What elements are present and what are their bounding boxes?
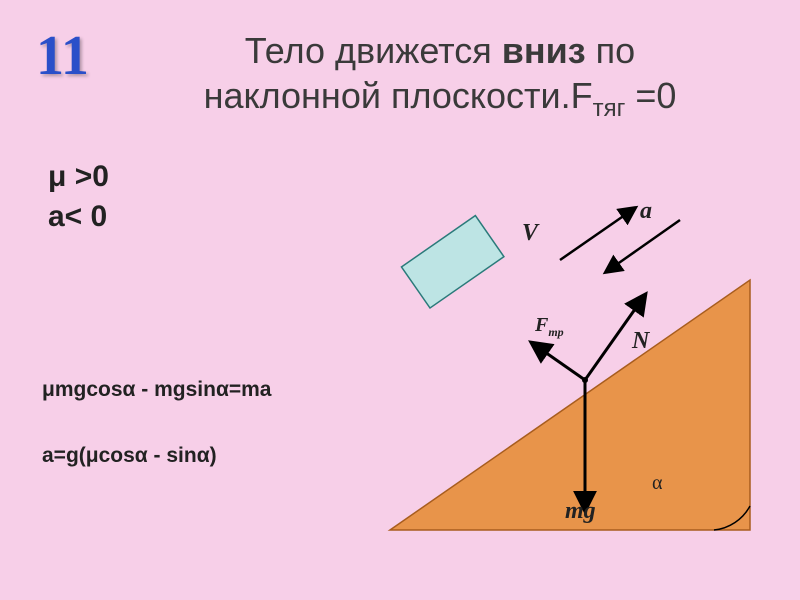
- title-l2-suffix: =0: [625, 75, 676, 116]
- vector-ftr: [532, 343, 585, 380]
- title-l1-prefix: Тело движется: [245, 30, 502, 71]
- incline-shape: [390, 280, 750, 530]
- equation-force: μmgcosα - mgsinα=ma: [42, 378, 271, 402]
- slide-title: Тело движется вниз по наклонной плоскост…: [120, 28, 760, 124]
- condition-mu: μ >0: [48, 160, 109, 194]
- label-ftr-main: F: [535, 314, 548, 336]
- label-ftr: Fтр: [535, 314, 564, 340]
- label-mg: mg: [565, 498, 596, 525]
- block-group: [401, 216, 503, 308]
- label-a: a: [640, 198, 652, 225]
- vector-a: [606, 220, 680, 272]
- equation-accel: a=g(μcosα - sinα): [42, 444, 217, 468]
- title-l2-sub: тяг: [593, 95, 626, 122]
- block-shape: [401, 216, 503, 308]
- incline-diagram: a V N Fтр mg α: [370, 190, 770, 570]
- title-l1-bold: вниз: [502, 30, 586, 71]
- label-n: N: [632, 328, 649, 355]
- slide-number: 11: [36, 24, 89, 88]
- origin-dot: [582, 377, 588, 383]
- label-ftr-sub: тр: [548, 325, 563, 339]
- title-l2-prefix: наклонной плоскости.F: [204, 75, 593, 116]
- label-v: V: [522, 220, 538, 247]
- vector-v: [560, 208, 635, 260]
- condition-a: a< 0: [48, 200, 107, 234]
- title-l1-suffix: по: [586, 30, 636, 71]
- label-alpha: α: [652, 472, 662, 495]
